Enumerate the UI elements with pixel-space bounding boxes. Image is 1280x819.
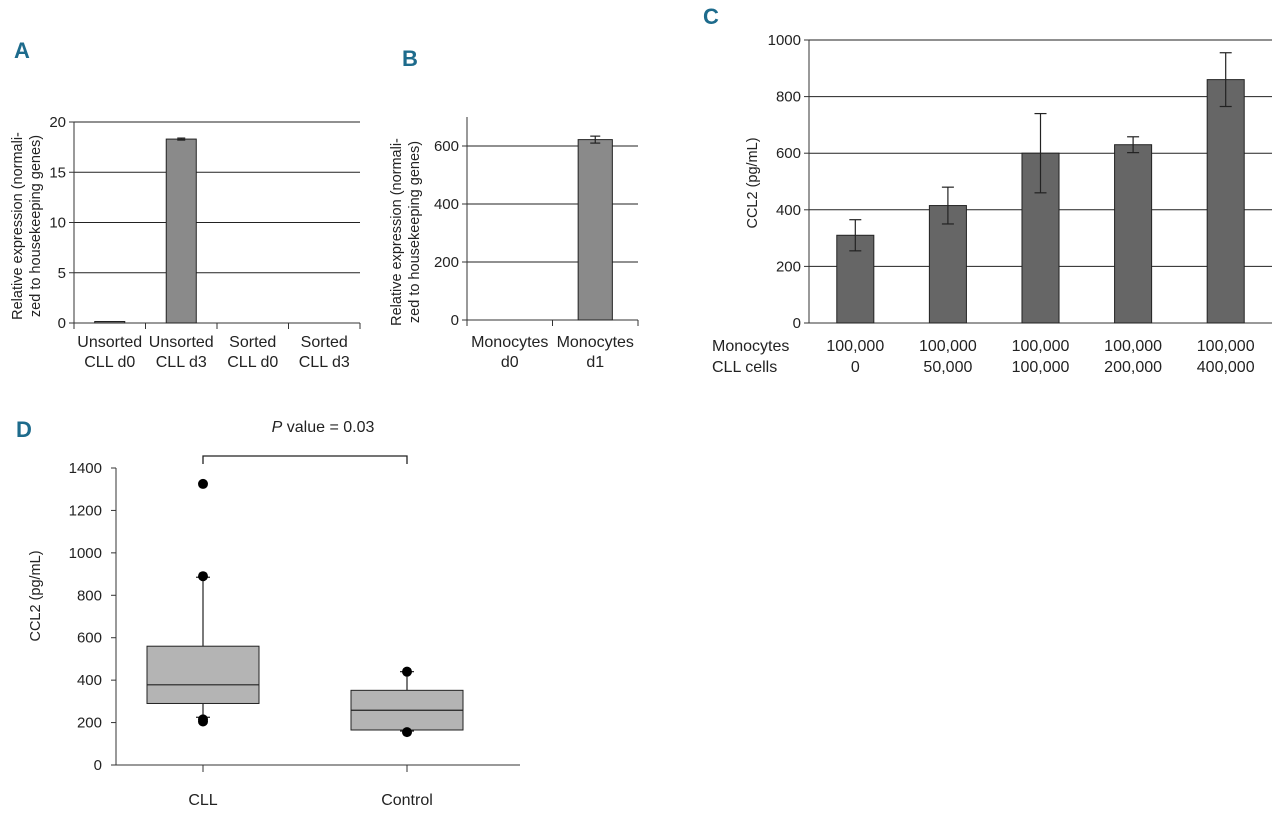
panel-b-bar-1 <box>577 139 613 321</box>
panel-d-chart: CCL2 (pg/mL) P value = 0.03 0 200 400 600 80… <box>28 419 520 809</box>
panel-c-category-label-1-0: 100,000 <box>919 338 977 355</box>
panel-a-category-label-0-0: Unsorted <box>77 334 142 351</box>
panel-letter-c: C <box>703 4 719 29</box>
panel-b-category-label-1-1: d1 <box>586 354 604 371</box>
panel-c-category-label-0-1: 0 <box>851 359 860 376</box>
panel-c-row-label-monocytes: Monocytes <box>712 338 789 355</box>
panel-a-chart: Relative expression (normali- zed to hou… <box>10 114 361 371</box>
panel-d-ytick-label-3: 600 <box>77 630 102 647</box>
panel-a-category-label-1-1: CLL d3 <box>156 354 207 371</box>
panel-a-bar-0 <box>94 320 126 324</box>
panel-d-ytick-label-1: 200 <box>77 715 102 732</box>
panel-c-category-label-4-0: 100,000 <box>1197 338 1255 355</box>
panel-letter-b: B <box>402 46 418 71</box>
panel-d-outlier-0-0 <box>198 478 208 489</box>
panel-c-category-label-2-1: 100,000 <box>1012 359 1070 376</box>
panel-b-ytick-label-2: 400 <box>434 196 459 213</box>
panel-d-ytick-label-6: 1200 <box>69 502 102 519</box>
panel-c-bar-3 <box>1114 144 1153 324</box>
panel-c-chart: CCL2 (pg/mL) Monocytes CLL cells 0 200 400… <box>712 32 1272 376</box>
panel-d-ylabel: CCL2 (pg/mL) <box>28 550 44 641</box>
p-value-italic: P <box>272 419 283 436</box>
panel-c-ytick-label-4: 800 <box>776 89 801 106</box>
panel-c-category-label-3-0: 100,000 <box>1104 338 1162 355</box>
panel-d-outlier-0-3 <box>198 716 208 727</box>
panel-d-category-label-1: Control <box>381 792 433 809</box>
panel-c-bar-1 <box>928 205 967 324</box>
panel-c-ytick-label-1: 200 <box>776 258 801 275</box>
panel-b-category-label-1-0: Monocytes <box>557 334 634 351</box>
panel-c-category-label-0-0: 100,000 <box>826 338 884 355</box>
panel-letter-a: A <box>14 38 30 63</box>
panel-c-row-label-cll-cells: CLL cells <box>712 359 777 376</box>
panel-d-ytick-label-0: 0 <box>94 757 102 774</box>
panel-b-ylabel-line1: Relative expression (normali- <box>389 138 405 326</box>
panel-c-ytick-label-5: 1000 <box>768 32 801 49</box>
panel-a-category-label-3-1: CLL d3 <box>299 354 350 371</box>
panel-d-significance-bracket <box>202 455 408 464</box>
panel-a-ylabel-line1: Relative expression (normali- <box>10 132 26 320</box>
panel-a-bar-1 <box>165 138 197 324</box>
panel-a-ylabel-line2: zed to housekeeping genes) <box>28 135 44 317</box>
panel-d-ytick-label-4: 800 <box>77 587 102 604</box>
panel-d-category-label-0: CLL <box>188 792 217 809</box>
panel-b-ytick-label-1: 200 <box>434 254 459 271</box>
panel-d-outlier-0-1 <box>198 571 208 582</box>
panel-letter-d: D <box>16 417 32 442</box>
panel-a-ytick-label-2: 10 <box>49 215 66 232</box>
panel-c-category-label-2-0: 100,000 <box>1012 338 1070 355</box>
panel-d-box-0 <box>146 645 260 704</box>
panel-a-category-label-3-0: Sorted <box>301 334 348 351</box>
panel-d-outlier-1-0 <box>402 666 412 677</box>
panel-b-ytick-label-0: 0 <box>451 312 459 329</box>
panel-a-ytick-label-0: 0 <box>58 315 66 332</box>
panel-c-category-label-3-1: 200,000 <box>1104 359 1162 376</box>
panel-b-category-label-0-1: d0 <box>501 354 519 371</box>
panel-c-ylabel: CCL2 (pg/mL) <box>745 137 761 228</box>
panel-c-bar-4 <box>1206 79 1245 324</box>
panel-a-ytick-label-4: 20 <box>49 114 66 131</box>
panel-a-category-label-2-0: Sorted <box>229 334 276 351</box>
panel-d-ytick-label-5: 1000 <box>69 545 102 562</box>
panel-a-ytick-label-1: 5 <box>58 265 66 282</box>
panel-b-category-label-0-0: Monocytes <box>471 334 548 351</box>
panel-a-ytick-label-3: 15 <box>49 164 66 181</box>
panel-c-ytick-label-0: 0 <box>793 315 801 332</box>
panel-c-category-label-1-1: 50,000 <box>923 359 972 376</box>
panel-d-ytick-label-2: 400 <box>77 672 102 689</box>
panel-c-category-label-4-1: 400,000 <box>1197 359 1255 376</box>
p-value-text: value = 0.03 <box>282 419 374 436</box>
panel-a-category-label-0-1: CLL d0 <box>84 354 135 371</box>
panel-a-category-label-2-1: CLL d0 <box>227 354 278 371</box>
panel-b-ytick-label-3: 600 <box>434 138 459 155</box>
panel-d-ytick-label-7: 1400 <box>69 460 102 477</box>
panel-c-ytick-label-2: 400 <box>776 202 801 219</box>
panel-b-chart: Relative expression (normali- zed to hou… <box>389 117 639 371</box>
panel-a-category-label-1-0: Unsorted <box>149 334 214 351</box>
panel-d-outlier-1-1 <box>402 727 412 738</box>
panel-c-ytick-label-3: 600 <box>776 145 801 162</box>
panel-d-p-value: P value = 0.03 <box>272 419 375 436</box>
panel-b-ylabel-line2: zed to housekeeping genes) <box>407 141 423 323</box>
